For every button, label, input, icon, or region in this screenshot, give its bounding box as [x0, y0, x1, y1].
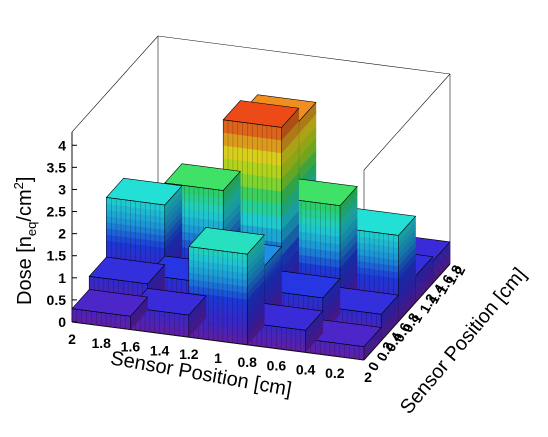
x-tick-label: 0.8	[237, 354, 257, 370]
y-axis-line	[363, 263, 451, 361]
frame-top-back	[157, 35, 451, 75]
axis-frame-front	[71, 263, 451, 361]
x-tick-label: 1.8	[91, 335, 111, 351]
z-title-sup: 2	[11, 182, 26, 189]
z-tick-label: 2	[58, 226, 66, 242]
bars	[71, 94, 451, 361]
z-tick-label: 3.5	[47, 159, 67, 175]
z-tick-label: 0	[58, 314, 66, 330]
x-tick-label: 1.6	[121, 339, 141, 355]
frame-top-right	[363, 73, 451, 171]
z-title-close: ]	[14, 177, 36, 183]
z-tick-label: 1	[58, 270, 66, 286]
bar	[188, 227, 266, 346]
x-tick-label: 2	[364, 369, 372, 385]
tick-labels: 2 1.8 1.6 1.4 1.2 1 0.8 0.6 0.4 0.2 200.20.40.60.8…	[47, 137, 469, 385]
x-tick-label: 0.4	[296, 361, 316, 377]
z-tick-label: 0.5	[47, 292, 67, 308]
z-tick-label: 3	[58, 181, 66, 197]
x-tick-label: 1.4	[150, 342, 170, 358]
frame-top-left	[71, 35, 159, 133]
x-tick-label: 1	[214, 350, 222, 366]
bar	[304, 319, 382, 361]
x-tick-label: 2	[68, 331, 76, 347]
z-title-sub: eq	[24, 222, 39, 236]
x-tick-label: 0.6	[267, 358, 287, 374]
z-tick-label: 1.5	[47, 248, 67, 264]
z-tick-label: 2.5	[47, 204, 67, 220]
x-axis-line	[71, 321, 365, 361]
z-title-tail: /cm	[14, 189, 36, 221]
x-tick-label: 1.2	[179, 346, 199, 362]
x-tick-label: 0.2	[325, 365, 345, 381]
z-tick-label: 4	[58, 137, 66, 153]
z-title-main: Dose [n	[14, 236, 36, 305]
z-axis-title: Dose [neq/cm2]	[11, 177, 39, 305]
x-axis-title: Sensor Position [cm]	[109, 347, 293, 401]
